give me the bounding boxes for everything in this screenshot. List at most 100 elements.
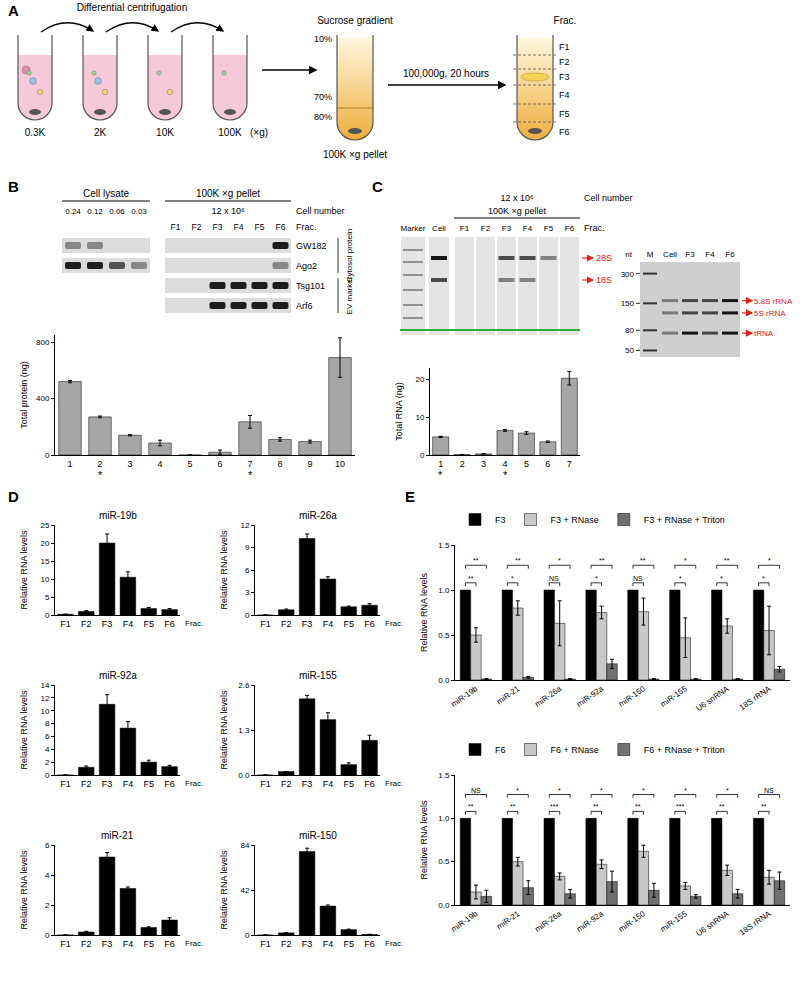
svg-text:F3: F3	[102, 619, 113, 629]
svg-text:F3: F3	[559, 72, 570, 82]
svg-text:F5: F5	[544, 224, 554, 233]
svg-text:F1: F1	[260, 619, 271, 629]
svg-text:4: 4	[502, 459, 507, 469]
svg-text:F5: F5	[343, 779, 354, 789]
svg-text:**: **	[473, 557, 479, 564]
svg-text:Cell: Cell	[432, 224, 446, 233]
svg-text:84: 84	[240, 841, 249, 850]
svg-text:Relative RNA levels: Relative RNA levels	[419, 572, 429, 652]
svg-text:300: 300	[621, 270, 635, 279]
svg-text:F6 + RNase + Triton: F6 + RNase + Triton	[644, 745, 725, 755]
svg-text:0: 0	[45, 451, 50, 460]
svg-text:F2: F2	[81, 779, 92, 789]
svg-text:F3 + RNase + Triton: F3 + RNase + Triton	[644, 515, 725, 525]
svg-text:F4: F4	[234, 222, 244, 232]
svg-text:2K: 2K	[94, 127, 107, 138]
svg-text:12 x 10⁶: 12 x 10⁶	[500, 193, 534, 203]
svg-text:F1: F1	[60, 779, 71, 789]
svg-text:F3: F3	[302, 939, 313, 949]
svg-text:F6: F6	[164, 939, 175, 949]
svg-text:100,000g, 20 hours: 100,000g, 20 hours	[403, 68, 489, 79]
svg-text:28S: 28S	[596, 253, 612, 263]
svg-text:F6: F6	[364, 939, 375, 949]
svg-text:100K ×g pellet: 100K ×g pellet	[323, 149, 387, 160]
svg-text:70%: 70%	[314, 92, 332, 102]
svg-text:*: *	[768, 557, 771, 564]
svg-text:9: 9	[245, 543, 250, 552]
svg-text:F5: F5	[143, 619, 154, 629]
svg-text:Relative RNA levels: Relative RNA levels	[219, 530, 229, 610]
svg-text:150: 150	[621, 299, 635, 308]
svg-text:F6: F6	[559, 127, 570, 137]
svg-text:3: 3	[245, 588, 250, 597]
svg-text:4: 4	[45, 871, 50, 880]
svg-text:***: ***	[676, 803, 684, 810]
svg-text:0.5: 0.5	[438, 631, 450, 640]
svg-text:18S rRNA: 18S rRNA	[738, 684, 773, 712]
svg-text:E: E	[405, 488, 415, 505]
svg-text:F3: F3	[213, 222, 223, 232]
svg-text:F1: F1	[60, 939, 71, 949]
svg-text:miR-26a: miR-26a	[299, 510, 337, 521]
svg-text:42: 42	[240, 886, 249, 895]
svg-text:5: 5	[187, 459, 192, 469]
svg-text:*: *	[762, 575, 765, 582]
svg-text:*: *	[600, 787, 603, 794]
svg-text:10: 10	[335, 459, 345, 469]
svg-text:F2: F2	[481, 224, 491, 233]
svg-text:miR-21: miR-21	[495, 909, 522, 931]
svg-text:F3: F3	[302, 779, 313, 789]
svg-text:**: **	[510, 803, 516, 810]
svg-text:*: *	[684, 557, 687, 564]
svg-text:U6 snRNA: U6 snRNA	[695, 684, 732, 713]
svg-text:B: B	[8, 178, 19, 195]
svg-text:EV marker: EV marker	[345, 276, 354, 314]
svg-text:2: 2	[45, 901, 50, 910]
svg-text:NS: NS	[633, 575, 643, 582]
svg-text:18S rRNA: 18S rRNA	[738, 909, 773, 937]
svg-text:F1: F1	[460, 224, 470, 233]
svg-text:0.03: 0.03	[131, 207, 147, 216]
svg-text:*: *	[248, 469, 253, 481]
svg-text:F3: F3	[495, 515, 506, 525]
svg-text:F2: F2	[281, 619, 292, 629]
svg-text:F4: F4	[323, 619, 334, 629]
svg-text:800: 800	[36, 338, 50, 347]
svg-text:400: 400	[36, 394, 50, 403]
svg-text:5: 5	[45, 593, 50, 602]
svg-text:8: 8	[45, 719, 50, 728]
svg-text:F4: F4	[123, 619, 134, 629]
svg-text:Frac.: Frac.	[296, 222, 317, 232]
svg-text:*: *	[642, 787, 645, 794]
svg-text:0.3K: 0.3K	[25, 127, 46, 138]
svg-text:F3: F3	[102, 939, 113, 949]
svg-text:Tsg101: Tsg101	[296, 281, 325, 291]
svg-text:A: A	[8, 2, 19, 19]
svg-text:Total RNA (ng): Total RNA (ng)	[394, 382, 404, 441]
svg-text:F1: F1	[171, 222, 181, 232]
svg-text:12: 12	[240, 521, 249, 530]
svg-text:5.8S rRNA: 5.8S rRNA	[754, 297, 793, 306]
svg-text:Relative RNA levels: Relative RNA levels	[419, 800, 429, 880]
svg-text:Frac.: Frac.	[385, 779, 403, 788]
svg-text:F5: F5	[143, 939, 154, 949]
svg-text:10: 10	[40, 707, 49, 716]
svg-text:F3 + RNase: F3 + RNase	[551, 515, 599, 525]
svg-text:F3: F3	[302, 619, 313, 629]
svg-text:Frac.: Frac.	[185, 779, 203, 788]
svg-text:12: 12	[40, 694, 49, 703]
svg-text:*: *	[684, 787, 687, 794]
svg-text:NS: NS	[471, 787, 481, 794]
svg-text:Relative RNA levels: Relative RNA levels	[219, 690, 229, 770]
svg-text:**: **	[761, 803, 767, 810]
svg-text:100K ×g pellet: 100K ×g pellet	[488, 206, 546, 216]
svg-text:*: *	[503, 469, 508, 481]
svg-text:F6: F6	[364, 619, 375, 629]
svg-text:F4: F4	[323, 939, 334, 949]
svg-text:6: 6	[45, 732, 50, 741]
svg-text:0.24: 0.24	[65, 207, 81, 216]
svg-text:10: 10	[415, 413, 424, 422]
svg-text:F5: F5	[559, 109, 570, 119]
svg-text:F6: F6	[495, 745, 506, 755]
svg-text:Total protein (ng): Total protein (ng)	[19, 361, 29, 429]
